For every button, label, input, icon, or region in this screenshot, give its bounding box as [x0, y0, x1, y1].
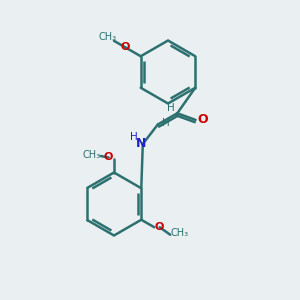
- Text: H: H: [167, 103, 175, 113]
- Text: N: N: [136, 137, 146, 150]
- Text: O: O: [120, 42, 130, 52]
- Text: CH₃: CH₃: [82, 149, 100, 160]
- Text: O: O: [197, 113, 208, 126]
- Text: O: O: [104, 152, 113, 163]
- Text: CH₃: CH₃: [170, 228, 188, 238]
- Text: H: H: [162, 118, 170, 128]
- Text: CH₃: CH₃: [98, 32, 116, 42]
- Text: O: O: [155, 222, 164, 232]
- Text: H: H: [130, 132, 138, 142]
